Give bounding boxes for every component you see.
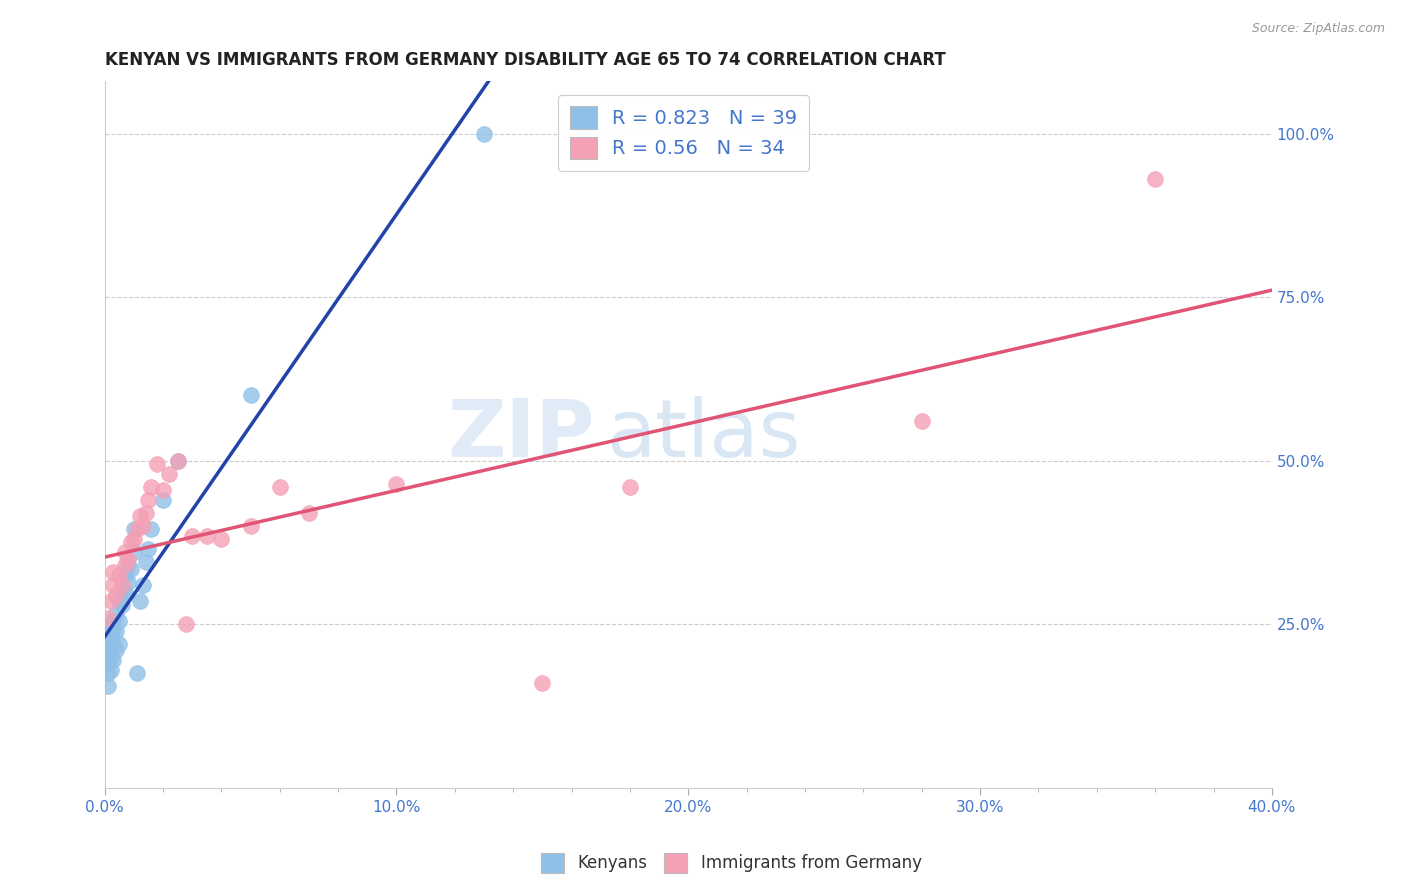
Point [105,643,128,657]
Point [97,666,120,681]
Point [103,653,125,667]
Legend: Kenyans, Immigrants from Germany: Kenyans, Immigrants from Germany [534,847,928,880]
Point [100,620,122,634]
Point [117,551,139,566]
Text: KENYAN VS IMMIGRANTS FROM GERMANY DISABILITY AGE 65 TO 74 CORRELATION CHART: KENYAN VS IMMIGRANTS FROM GERMANY DISABI… [104,51,945,69]
Point [135,506,157,520]
Point [100,663,122,677]
Point [131,578,153,592]
Point [105,607,128,622]
Point [531,676,554,690]
Point [100,640,122,654]
Point [103,620,125,634]
Point [135,555,157,569]
Point [114,545,136,559]
Point [103,637,125,651]
Point [111,598,134,612]
Point [157,467,180,481]
Point [105,588,128,602]
Point [105,624,128,638]
Point [103,614,125,628]
Point [298,506,321,520]
Point [619,480,641,494]
Point [114,584,136,599]
Point [385,476,408,491]
Point [166,453,188,467]
Point [269,480,291,494]
Point [152,483,174,497]
Point [141,480,163,494]
Point [911,414,934,428]
Point [141,522,163,536]
Text: atlas: atlas [606,395,801,474]
Point [103,578,125,592]
Point [111,578,134,592]
Text: Source: ZipAtlas.com: Source: ZipAtlas.com [1251,22,1385,36]
Point [120,561,142,575]
Point [131,519,153,533]
Point [108,637,131,651]
Point [122,532,145,546]
Point [239,519,262,533]
Point [195,529,218,543]
Point [209,532,232,546]
Point [125,666,148,681]
Point [108,594,131,608]
Point [108,568,131,582]
Point [103,565,125,579]
Point [166,453,188,467]
Point [1144,172,1167,186]
Point [97,657,120,671]
Point [472,127,495,141]
Point [100,627,122,641]
Point [97,610,120,624]
Point [125,522,148,536]
Point [117,574,139,589]
Point [176,617,198,632]
Point [239,388,262,402]
Point [97,679,120,693]
Point [117,558,139,573]
Point [100,594,122,608]
Point [108,614,131,628]
Point [128,509,150,524]
Point [122,545,145,559]
Point [122,522,145,536]
Point [111,584,134,599]
Point [100,649,122,664]
Legend: R = 0.823   N = 39, R = 0.56   N = 34: R = 0.823 N = 39, R = 0.56 N = 34 [558,95,810,170]
Point [97,643,120,657]
Point [138,541,160,556]
Point [128,594,150,608]
Point [114,558,136,573]
Point [138,492,160,507]
Text: ZIP: ZIP [447,395,595,474]
Point [181,529,204,543]
Point [114,568,136,582]
Point [120,535,142,549]
Point [97,633,120,648]
Point [152,492,174,507]
Point [146,457,169,471]
